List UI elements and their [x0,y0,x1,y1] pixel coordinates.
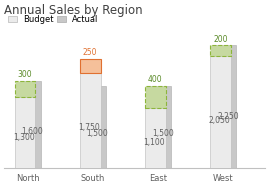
Text: Annual Sales by Region: Annual Sales by Region [4,4,143,17]
Bar [20,81,41,168]
Bar [80,59,101,73]
Bar [215,45,236,168]
Text: 250: 250 [83,48,97,57]
Legend: Budget, Actual: Budget, Actual [8,15,98,24]
Bar [150,86,171,168]
Text: 1,500: 1,500 [152,129,174,138]
Text: 2,250: 2,250 [217,112,239,121]
Bar [145,108,166,168]
Text: 1,750: 1,750 [78,123,100,132]
Bar [15,97,36,168]
Bar [80,73,101,168]
Text: 2,050: 2,050 [208,116,230,125]
Text: 1,600: 1,600 [22,127,43,136]
Bar [210,45,231,56]
Text: 1,500: 1,500 [87,129,108,138]
Text: 1,100: 1,100 [143,138,165,147]
Text: 1,300: 1,300 [13,134,35,142]
Text: 400: 400 [148,75,163,84]
Text: 300: 300 [18,70,32,79]
Bar [145,86,166,108]
Text: 200: 200 [213,35,228,44]
Bar [15,81,36,97]
Bar [85,86,106,168]
Bar [210,56,231,168]
